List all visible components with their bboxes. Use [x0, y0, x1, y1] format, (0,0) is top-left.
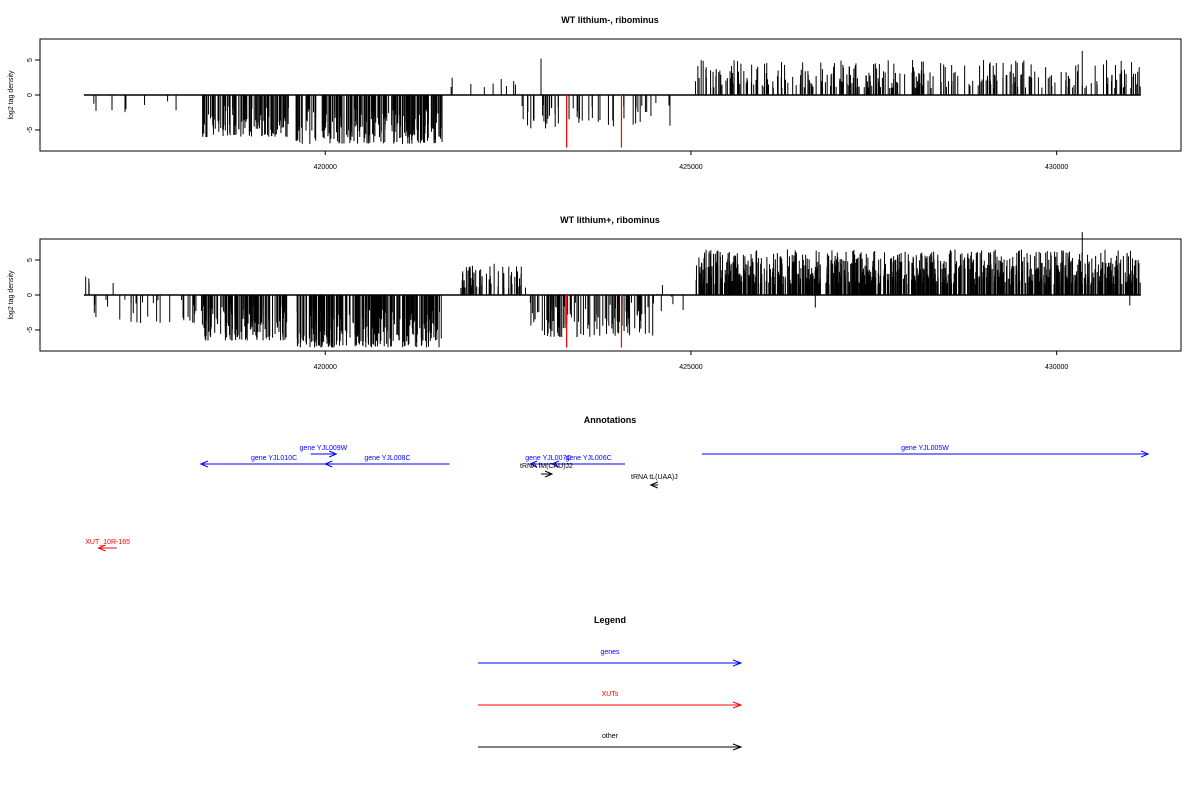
x-tick-label: 425000	[679, 364, 702, 371]
feature-label: gene YJL008C	[364, 455, 410, 462]
x-tick-label: 430000	[1045, 164, 1068, 171]
feature-arrowhead	[649, 481, 658, 489]
y-tick-label: 0	[27, 293, 34, 297]
x-tick-label: 425000	[679, 164, 702, 171]
legend-arrowhead	[732, 701, 743, 709]
legend-label: XUTs	[602, 691, 619, 698]
feature-label: gene YJL009W	[300, 445, 348, 452]
x-tick-label: 430000	[1045, 364, 1068, 371]
legend-section: Legend genes XUTs other	[478, 615, 743, 751]
x-tick-label: 420000	[314, 364, 337, 371]
y-tick-label: 5	[27, 258, 34, 262]
y-tick-label: -5	[27, 127, 34, 133]
x-tick-label: 420000	[314, 164, 337, 171]
legend-arrowhead	[732, 659, 743, 667]
feature-label: gene YJL007C	[525, 455, 571, 462]
feature-label: XUT_10R-165	[85, 539, 130, 546]
panel2-x-axis: 420000 425000 430000	[314, 351, 1068, 371]
feature-arrowhead	[550, 460, 560, 468]
feature-arrowhead	[97, 544, 106, 552]
y-tick-label: 5	[27, 58, 34, 62]
panel2-title: WT lithium+, ribominus	[560, 215, 660, 225]
feature-label: gene YJL010C	[251, 455, 297, 462]
feature-label: gene YJL006C	[565, 455, 611, 462]
legend-title: Legend	[594, 615, 626, 625]
panel-lithium-minus: WT lithium-, ribominus log2 tag density …	[8, 15, 1182, 171]
feature-label: tRNA tL(UAA)J	[631, 474, 678, 481]
annotations-title: Annotations	[584, 415, 637, 425]
feature-arrowhead	[199, 460, 209, 468]
panel1-ylabel: log2 tag density	[8, 70, 15, 120]
feature-arrowhead	[1140, 450, 1150, 458]
panel2-y-axis: -5 0 5	[27, 258, 40, 333]
feature-arrowhead	[323, 460, 333, 468]
legend-arrowhead	[732, 743, 743, 751]
feature-arrowhead	[329, 450, 338, 458]
legend-label: other	[602, 733, 619, 740]
y-tick-label: -5	[27, 327, 34, 333]
feature-label: gene YJL005W	[901, 445, 949, 452]
feature-label: tRNA fM(CAU)J2	[520, 463, 573, 470]
legend-items: genes XUTs other	[478, 649, 743, 751]
panel1-title: WT lithium-, ribominus	[561, 15, 659, 25]
panel1-bars	[83, 50, 1141, 148]
panel-lithium-plus: WT lithium+, ribominus log2 tag density …	[8, 215, 1182, 371]
legend-label: genes	[600, 649, 620, 656]
panel1-x-axis: 420000 425000 430000	[314, 151, 1068, 171]
feature-arrowhead	[528, 460, 538, 468]
panel2-ylabel: log2 tag density	[8, 270, 15, 320]
y-tick-label: 0	[27, 93, 34, 97]
feature-arrowhead	[544, 470, 554, 478]
panel1-y-axis: -5 0 5	[27, 58, 40, 133]
panel2-bars	[83, 232, 1141, 348]
